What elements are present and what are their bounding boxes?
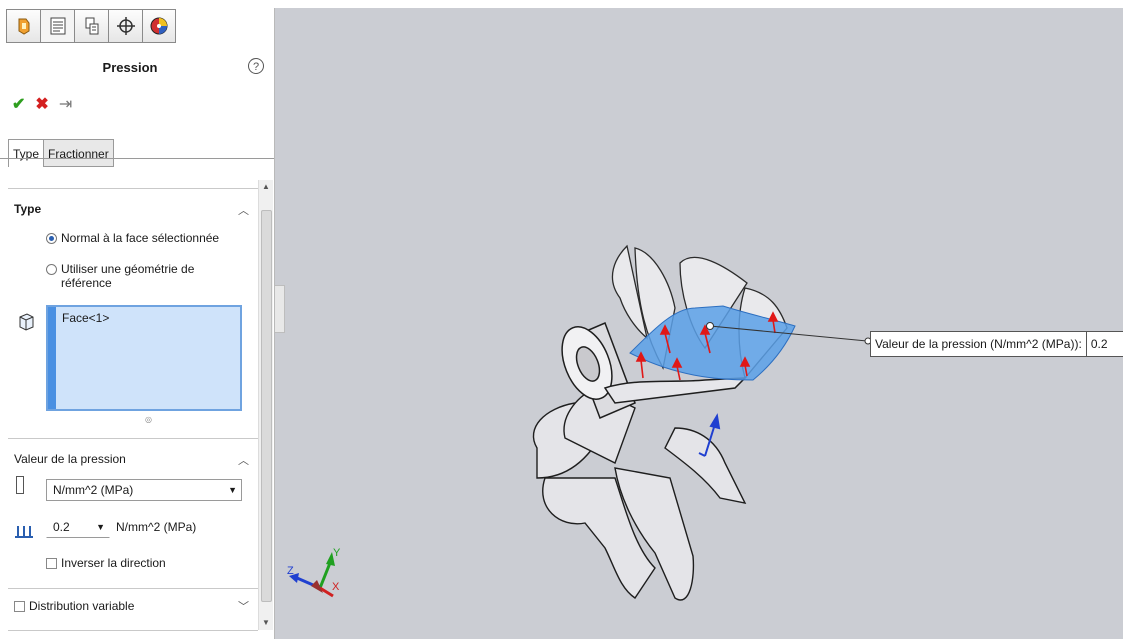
appearance-icon [150, 17, 168, 35]
configuration-manager-tab[interactable] [74, 9, 108, 43]
checkbox[interactable] [46, 557, 57, 569]
help-icon[interactable]: ? [248, 58, 264, 74]
selection-bar [48, 307, 56, 409]
pressure-value-input[interactable]: 0.2 ▼ [46, 516, 110, 538]
display-manager-tab[interactable] [142, 9, 176, 43]
checkbox-label: Distribution variable [29, 599, 135, 613]
top-strip [0, 0, 1123, 8]
tab-fractionner[interactable]: Fractionner [44, 139, 114, 167]
pressure-group-title: Valeur de la pression [14, 452, 126, 466]
variable-distribution-checkbox[interactable]: Distribution variable [14, 599, 134, 613]
type-group-title: Type [14, 202, 42, 216]
pm-tabs: Type Fractionner [8, 139, 114, 167]
configuration-icon [85, 17, 98, 35]
tab-type[interactable]: Type [8, 139, 45, 167]
scroll-up-icon[interactable]: ▲ [262, 182, 270, 191]
panel-splitter[interactable] [275, 285, 285, 333]
callout-label: Valeur de la pression (N/mm^2 (MPa)): [875, 337, 1082, 351]
tab-divider [0, 158, 274, 159]
pressure-group-collapse-icon[interactable]: ︿ [238, 455, 249, 467]
triad-x-label: X [332, 581, 340, 593]
pressure-unit-label: N/mm^2 (MPa) [116, 520, 197, 534]
property-manager-icon [50, 17, 65, 35]
pressure-arrows [635, 311, 779, 381]
cancel-icon[interactable]: ✖ [35, 96, 49, 113]
unit-select[interactable]: N/mm^2 (MPa) ▼ [46, 479, 242, 501]
face-selection-box[interactable]: Face<1> [46, 305, 242, 411]
impeller-model[interactable]: Y Z X [275, 8, 1123, 639]
group-divider [8, 438, 258, 439]
feature-manager-tab[interactable] [6, 9, 40, 43]
distribution-expand-icon[interactable]: ﹀ [238, 601, 249, 613]
triad-z-label: Z [287, 565, 294, 577]
dim-xpert-icon [116, 17, 135, 35]
selected-face[interactable] [629, 305, 796, 381]
dimxpert-manager-tab[interactable] [108, 9, 142, 43]
triad-y-label: Y [333, 547, 341, 559]
panel-scrollbar[interactable]: ▲ ▼ [258, 180, 273, 630]
pressure-callout[interactable]: Valeur de la pression (N/mm^2 (MPa)): 0.… [870, 331, 1123, 357]
chevron-down-icon[interactable]: ▼ [96, 522, 105, 532]
triad-icon [289, 552, 335, 598]
selected-face-item[interactable]: Face<1> [62, 311, 110, 325]
radio-reference-geometry[interactable]: Utiliser une géométrie de référence [46, 262, 194, 290]
ok-icon[interactable]: ✔ [12, 96, 26, 113]
checkbox-label: Inverser la direction [61, 556, 166, 570]
group-divider [8, 588, 258, 589]
type-group-collapse-icon[interactable]: ︿ [238, 205, 249, 217]
checkbox[interactable] [14, 600, 25, 612]
property-manager-tab[interactable] [40, 9, 74, 43]
resize-grip-icon[interactable]: ◎ [145, 415, 152, 424]
radio-label: Normal à la face sélectionnée [61, 231, 220, 245]
manager-tabs [6, 9, 176, 43]
radio-normal-face[interactable]: Normal à la face sélectionnée [46, 231, 219, 245]
action-buttons: ✔ ✖ ⇥ [12, 94, 72, 114]
pin-icon[interactable]: ⇥ [58, 96, 73, 113]
group-divider [8, 630, 258, 631]
scroll-thumb[interactable] [261, 210, 272, 602]
scroll-down-icon[interactable]: ▼ [262, 618, 270, 627]
radio-button[interactable] [46, 233, 57, 244]
reverse-direction-checkbox[interactable]: Inverser la direction [46, 556, 166, 570]
features-icon [18, 18, 29, 35]
ruler-icon [16, 476, 24, 494]
radio-button[interactable] [46, 264, 57, 275]
page-title: Pression [102, 60, 158, 75]
pressure-icon [15, 526, 33, 538]
face-icon [19, 313, 34, 331]
radio-label: Utiliser une géométrie de référence [61, 262, 195, 290]
group-divider [8, 188, 258, 189]
chevron-down-icon: ▼ [228, 485, 237, 495]
callout-value[interactable]: 0.2 [1085, 332, 1123, 356]
